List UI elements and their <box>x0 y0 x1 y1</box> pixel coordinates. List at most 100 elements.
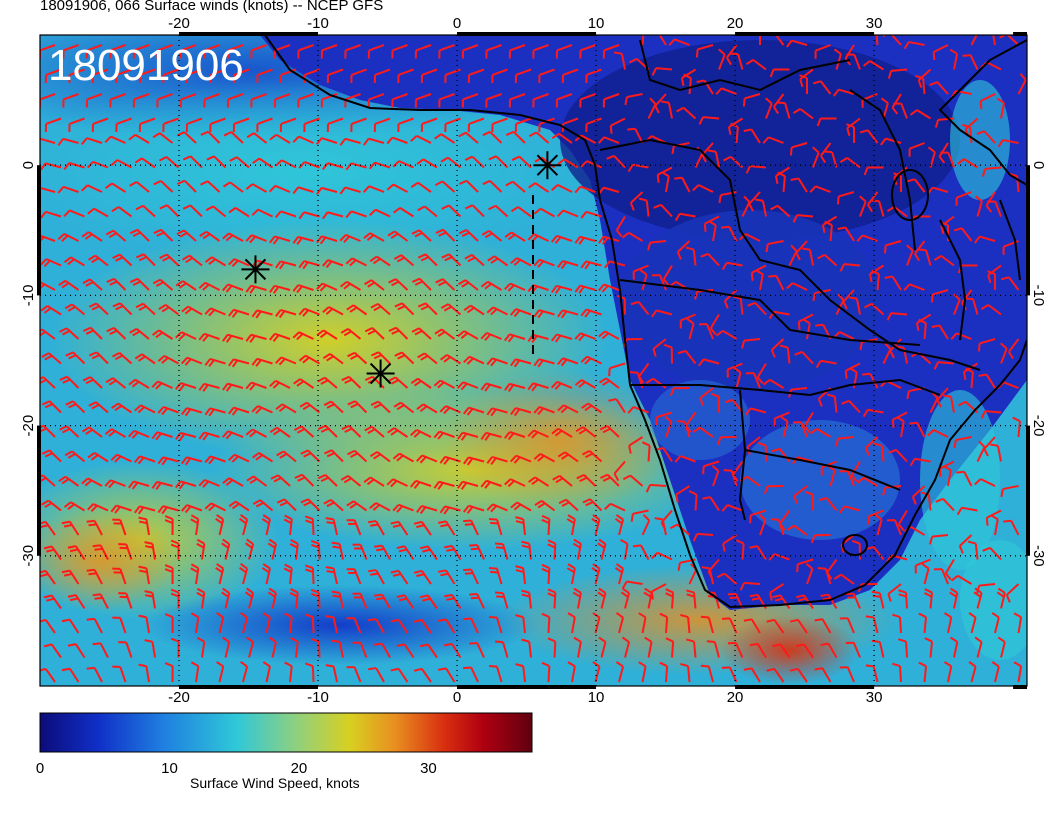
wind-barb <box>718 191 737 204</box>
wind-barb <box>176 229 197 242</box>
wind-barb <box>435 278 456 291</box>
wind-barb <box>112 302 133 316</box>
colorbar-tick-label: 0 <box>36 760 44 777</box>
wind-barb <box>339 186 361 195</box>
wind-barb <box>974 636 983 658</box>
wind-barb <box>347 449 368 463</box>
wind-barb <box>745 372 761 389</box>
asterisk-marker <box>533 151 562 180</box>
wind-barb <box>942 394 955 413</box>
wind-barb <box>621 580 643 589</box>
wind-barb <box>162 117 179 132</box>
wind-barb <box>239 514 249 536</box>
wind-barb <box>59 375 80 389</box>
wind-barb <box>325 664 338 683</box>
wind-barb <box>579 93 596 108</box>
wind-barb <box>438 569 456 585</box>
wind-barb <box>766 35 785 46</box>
wind-barb <box>664 415 673 438</box>
wind-barb <box>434 133 456 144</box>
wind-barb <box>805 562 814 585</box>
wind-barb <box>58 279 80 291</box>
wind-barb <box>64 450 86 463</box>
wind-barb <box>741 195 751 217</box>
wind-barb <box>458 229 479 242</box>
wind-barb <box>204 307 226 317</box>
wind-barb <box>364 425 385 438</box>
wind-barb <box>86 568 103 585</box>
wind-barb <box>345 210 367 219</box>
wind-barb <box>795 240 808 261</box>
wind-barb <box>504 231 526 242</box>
wind-barb <box>387 230 409 242</box>
wind-barb <box>444 117 461 132</box>
wind-barb <box>482 179 503 193</box>
wind-barb <box>341 375 362 389</box>
wind-barb <box>865 664 879 683</box>
wind-barb <box>677 349 697 365</box>
wind-barb <box>411 277 432 291</box>
wind-barb <box>645 483 667 493</box>
wind-barb <box>773 411 790 427</box>
wind-barb <box>216 612 225 634</box>
wind-barb <box>572 538 582 560</box>
right-lat-tick: -20 <box>1030 415 1047 437</box>
wind-barb <box>739 233 761 242</box>
wind-barb <box>317 424 338 438</box>
wind-barb <box>180 504 203 514</box>
wind-barb <box>467 117 485 132</box>
wind-barb <box>289 588 299 609</box>
frame-bar-top <box>735 32 875 36</box>
wind-barb <box>708 220 717 242</box>
wind-barb <box>990 514 999 536</box>
wind-barb <box>558 498 579 512</box>
wind-barb <box>706 640 720 658</box>
wind-barb <box>839 263 861 272</box>
wind-barb <box>246 636 255 658</box>
wind-barb <box>487 255 509 267</box>
wind-barb <box>387 376 409 389</box>
wind-barb <box>846 123 855 143</box>
wind-barb <box>622 474 644 487</box>
wind-barb <box>915 313 932 332</box>
wind-barb <box>433 379 455 389</box>
wind-barb <box>533 406 555 416</box>
wind-barb <box>918 318 927 340</box>
wind-barb <box>551 284 573 294</box>
wind-barb <box>91 68 109 83</box>
wind-barb <box>411 327 432 340</box>
wind-barb <box>509 308 532 318</box>
wind-barb <box>221 587 231 609</box>
wind-barb <box>1003 519 1020 536</box>
wind-barb <box>1013 612 1023 634</box>
wind-barb <box>658 35 667 46</box>
wind-barb <box>985 509 1002 526</box>
wind-barb <box>269 426 291 438</box>
wind-barb <box>158 304 180 316</box>
wind-barb <box>581 449 603 463</box>
wind-barb <box>463 568 479 585</box>
wind-barb <box>874 514 883 536</box>
wind-barb <box>198 332 220 342</box>
wind-barb <box>927 146 936 168</box>
wind-barb <box>339 137 361 146</box>
wind-barb <box>898 638 908 658</box>
wind-barb <box>768 553 790 561</box>
wind-barb <box>457 431 479 441</box>
wind-barb <box>504 333 526 343</box>
wind-barb <box>867 509 884 525</box>
wind-barb <box>643 587 653 609</box>
wind-barb <box>320 44 338 59</box>
wind-barb <box>597 136 620 144</box>
wind-barb <box>1017 73 1027 95</box>
wind-barb <box>615 612 625 634</box>
wind-barb <box>174 382 197 392</box>
wind-barb <box>393 254 415 267</box>
time-stamp: 18091906 <box>48 41 244 90</box>
wind-barb <box>632 264 649 280</box>
wind-barb <box>374 544 391 560</box>
wind-barb <box>180 356 203 366</box>
wind-barb <box>662 264 673 287</box>
wind-barb <box>245 587 255 609</box>
wind-barb <box>246 132 268 144</box>
